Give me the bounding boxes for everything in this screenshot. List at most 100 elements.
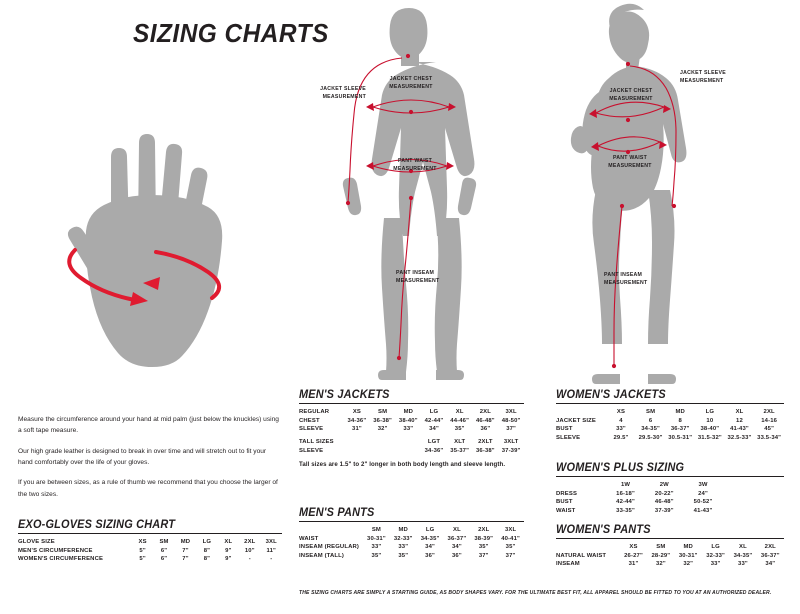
row-label: NATURAL WAIST <box>556 552 607 559</box>
column-header-lg: LG <box>429 408 439 415</box>
male-measure-dots <box>345 53 414 361</box>
table-cell: 37" <box>505 553 516 560</box>
exo-gloves-table: GLOVE SIZE XS SM MD LG XL 2XL 3XL MEN'S CIRCUMF… <box>18 537 282 563</box>
table-cell: 36-37" <box>447 535 467 542</box>
table-cell: 36" <box>425 553 435 560</box>
table-cell: 34" <box>765 561 776 568</box>
table-cell: 6" <box>160 556 168 563</box>
table-cell: 36" <box>452 553 462 560</box>
table-cell: 34-35" <box>641 426 660 433</box>
table-cell: 10" <box>244 547 255 554</box>
table-cell: 38-39" <box>474 535 494 542</box>
womens-plus-table-block: WOMEN'S PLUS SIZING 1W 2W 3W DRESS 16-18" 20… <box>556 462 784 516</box>
table-cell: 11" <box>266 547 276 554</box>
table-cell: 36-38" <box>373 417 392 424</box>
table-cell: 33.5-34" <box>757 435 782 442</box>
table-cell <box>395 446 421 455</box>
mens-jackets-title: MEN'S JACKETS <box>299 389 390 401</box>
glove-instruction-3: If you are between sizes, as a rule of t… <box>18 479 278 498</box>
womens-pants-title: WOMEN'S PANTS <box>556 524 651 536</box>
table-cell: 46-48" <box>654 499 674 506</box>
column-header-2xl: 2XL <box>479 408 491 415</box>
womens-pants-table-block: WOMEN'S PANTS XS SM MD LG XL 2XL NATURAL WAIS… <box>556 524 784 569</box>
table-row: SLEEVE 31" 32" 33" 34" 35" 36" 37" <box>299 425 524 434</box>
table-header-row: XS SM MD LG XL 2XL <box>556 542 784 551</box>
column-header-xs: XS <box>352 408 362 415</box>
annotation-women-pant-inseam: PANT INSEAM MEASUREMENT <box>604 272 648 286</box>
table-cell: 20-22" <box>654 490 674 497</box>
table-cell: 34" <box>452 544 462 551</box>
column-header-3xl: 3XL <box>265 538 277 545</box>
column-header-xlt: XLT <box>454 438 466 445</box>
table-cell: 38-40" <box>398 417 418 424</box>
annotation-women-pant-waist: PANT WAIST MEASUREMENT <box>608 155 652 169</box>
table-row: WOMEN'S CIRCUMFERENCE 5" 6" 7" 8" 9" - - <box>18 555 282 564</box>
column-header-xl: XL <box>739 543 747 550</box>
table-cell: 32.5-33" <box>727 435 752 442</box>
table-cell: 9" <box>225 556 232 563</box>
table-cell: 44-46" <box>450 417 470 424</box>
table-cell: 45" <box>764 426 775 433</box>
annotation-women-jacket-sleeve: JACKET SLEEVE MEASUREMENT <box>680 70 726 84</box>
column-header-lg: LG <box>202 538 212 545</box>
table-header-row: REGULAR XS SM MD LG XL 2XL 3XL <box>299 407 524 416</box>
table-cell: 30.5-31" <box>668 435 693 442</box>
row-label: INSEAM (REGULAR) <box>299 544 359 551</box>
column-header-label: GLOVE SIZE <box>18 538 55 545</box>
table-cell: 46-48" <box>475 417 495 424</box>
table-cell: 42-44" <box>616 499 635 506</box>
table-cell: 35" <box>454 426 465 433</box>
row-label: TALL SIZES <box>299 438 334 445</box>
hand-illustration <box>67 134 223 367</box>
table-cell: 6 <box>648 417 653 424</box>
table-cell: 36-37" <box>670 426 690 433</box>
row-label: BUST <box>556 499 573 506</box>
table-cell: 16-18" <box>616 490 635 497</box>
divider <box>556 403 784 405</box>
table-cell: - <box>248 556 251 563</box>
table-row: BUST 33" 34-35" 36-37" 38-40" 41-43" 45" <box>556 425 784 434</box>
table-cell: 31.5-32" <box>697 435 722 442</box>
table-header-row: GLOVE SIZE XS SM MD LG XL 2XL 3XL <box>18 537 282 546</box>
row-label: JACKET SIZE <box>556 417 596 424</box>
row-label: SLEEVE <box>299 447 324 454</box>
column-header-2xl: 2XL <box>244 538 256 545</box>
row-label: CHEST <box>299 417 320 424</box>
female-figure <box>570 3 687 384</box>
disclaimer-text: THE SIZING CHARTS ARE SIMPLY A STARTING … <box>299 590 772 596</box>
table-cell: 34" <box>425 544 435 551</box>
annotation-men-pant-inseam: PANT INSEAM MEASUREMENT <box>396 270 440 284</box>
table-cell: 8" <box>203 547 211 554</box>
table-cell: 32-33" <box>706 552 725 559</box>
table-cell: 7" <box>182 547 189 554</box>
hand-measure-arrowheads <box>130 277 160 306</box>
table-cell: 9" <box>225 547 232 554</box>
column-header-sm: SM <box>646 408 656 415</box>
tall-sizes-header-row: TALL SIZES LGT XLT 2XLT 3XLT <box>299 434 524 446</box>
tall-sizes-note: Tall sizes are 1.5" to 2" longer in both… <box>299 460 506 468</box>
column-header-md: MD <box>683 543 693 550</box>
mens-pants-table-block: MEN'S PANTS SM MD LG XL 2XL 3XL WAIST 30-31" 32… <box>299 507 524 561</box>
table-cell: 24" <box>698 490 708 497</box>
table-cell: 38-40" <box>700 426 720 433</box>
divider <box>556 538 784 540</box>
divider <box>556 476 784 478</box>
table-row: WAIST 30-31" 32-33" 34-35" 36-37" 38-39" 40-41… <box>299 534 524 543</box>
table-cell: 12 <box>736 417 743 424</box>
womens-plus-table: 1W 2W 3W DRESS 16-18" 20-22" 24" BUST 42-44" 46-… <box>556 480 784 515</box>
womens-jackets-title: WOMEN'S JACKETS <box>556 389 666 401</box>
row-label: DRESS <box>556 490 578 497</box>
table-cell: 14-16 <box>761 417 778 424</box>
table-cell: 8" <box>203 556 211 563</box>
column-header-label <box>299 525 363 534</box>
column-header-3xl: 3XL <box>505 408 517 415</box>
row-label: SLEEVE <box>299 426 324 433</box>
row-label: WOMEN'S CIRCUMFERENCE <box>18 556 104 563</box>
divider <box>299 403 524 405</box>
table-cell: 36-37" <box>760 552 780 559</box>
table-cell: 5" <box>139 547 146 554</box>
womens-jackets-table: XS SM MD LG XL 2XL JACKET SIZE 4 6 8 10 12 14-16 BUS… <box>556 407 784 442</box>
table-cell: 48-50" <box>501 417 521 424</box>
column-header-2xl: 2XL <box>763 408 775 415</box>
table-header-row: SM MD LG XL 2XL 3XL <box>299 525 524 534</box>
